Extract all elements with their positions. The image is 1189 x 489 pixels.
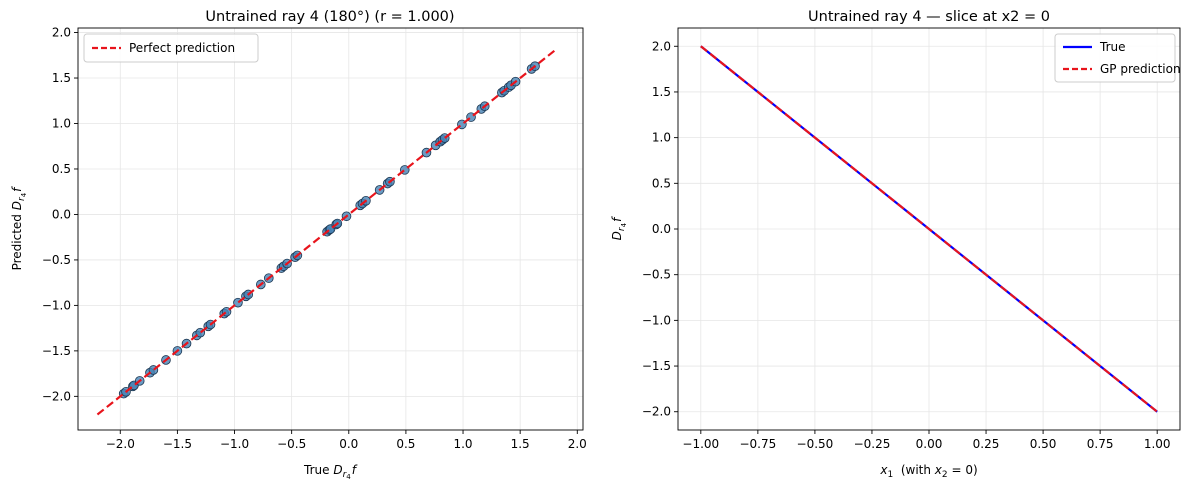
x-tick-label: 0.0 [339, 437, 358, 451]
x-tick-label: 1.5 [511, 437, 530, 451]
y-tick-label: −0.5 [42, 253, 71, 267]
axes-frame [77, 27, 584, 431]
y-axis-label: Dr4f [610, 216, 628, 240]
grid-lines [678, 28, 1180, 430]
y-tick-label: −0.5 [642, 268, 671, 282]
x-tick-label: −2.0 [106, 437, 135, 451]
y-axis-ticks: −2.0 −1.5 −1.0 −0.5 0.0 0.5 1.0 1.5 2.0 [42, 26, 78, 403]
y-tick-label: 0.5 [52, 162, 71, 176]
y-tick-label: −1.0 [42, 298, 71, 312]
y-tick-label: 2.0 [652, 39, 671, 53]
x-axis-label: x1 (with x2 = 0) [879, 463, 977, 480]
legend: True GP prediction [1054, 33, 1181, 83]
x-tick-label: 1.00 [1144, 437, 1171, 451]
y-tick-label: −1.5 [42, 344, 71, 358]
x-tick-label: −0.75 [739, 437, 776, 451]
y-tick-label: −1.0 [642, 313, 671, 327]
x-tick-label: 0.5 [396, 437, 415, 451]
y-tick-label: −2.0 [642, 405, 671, 419]
legend-label-perfect-prediction: Perfect prediction [129, 41, 235, 55]
x-axis-ticks: −2.0 −1.5 −1.0 −0.5 0.0 0.5 1.0 1.5 2.0 [106, 430, 587, 451]
y-axis-ticks: −2.0 −1.5 −1.0 −0.5 0.0 0.5 1.0 1.5 2.0 [642, 39, 678, 419]
x-tick-label: 1.0 [453, 437, 472, 451]
y-axis-label: Predicted Dr4f [10, 186, 28, 271]
x-tick-label: −0.50 [797, 437, 834, 451]
legend-box [83, 33, 259, 63]
y-tick-label: −2.0 [42, 389, 71, 403]
x-tick-label: 0.25 [973, 437, 1000, 451]
plot-area [700, 45, 1158, 413]
y-tick-label: 1.5 [652, 85, 671, 99]
x-tick-label: 0.75 [1087, 437, 1114, 451]
y-tick-label: −1.5 [642, 359, 671, 373]
legend-label-true: True [1099, 40, 1126, 54]
y-tick-label: 1.0 [52, 116, 71, 130]
scatter-chart-panel: Untrained ray 4 (180°) (r = 1.000) −2.0−… [10, 9, 587, 481]
series-line-perfect-prediction [96, 49, 556, 416]
x-tick-label: −1.5 [163, 437, 192, 451]
y-tick-label: 1.0 [652, 131, 671, 145]
x-tick-label: −0.5 [277, 437, 306, 451]
x-tick-label: 0.00 [916, 437, 943, 451]
legend: Perfect prediction [83, 33, 259, 63]
y-tick-label: 0.0 [52, 207, 71, 221]
x-tick-label: −0.25 [854, 437, 891, 451]
y-tick-label: 1.5 [52, 71, 71, 85]
plot-area [96, 49, 556, 416]
series-line-gp-prediction [700, 45, 1158, 413]
x-tick-label: 2.0 [568, 437, 587, 451]
x-tick-label: 0.50 [1030, 437, 1057, 451]
x-tick-label: −1.0 [220, 437, 249, 451]
y-tick-label: 2.0 [52, 26, 71, 40]
chart-title: Untrained ray 4 (180°) (r = 1.000) [205, 9, 454, 25]
y-tick-label: 0.0 [652, 222, 671, 236]
legend-label-gp-prediction: GP prediction [1100, 62, 1181, 76]
line-chart-panel: Untrained ray 4 — slice at x2 = 0 −1.00−… [610, 9, 1181, 480]
grid-lines [78, 28, 583, 430]
x-tick-label: −1.00 [682, 437, 719, 451]
chart-title: Untrained ray 4 — slice at x2 = 0 [808, 9, 1050, 25]
x-axis-ticks: −1.00 −0.75 −0.50 −0.25 0.00 0.25 0.50 0.75 1.00 [682, 430, 1171, 451]
x-axis-label: True Dr4f [303, 463, 358, 481]
y-tick-label: 0.5 [652, 176, 671, 190]
